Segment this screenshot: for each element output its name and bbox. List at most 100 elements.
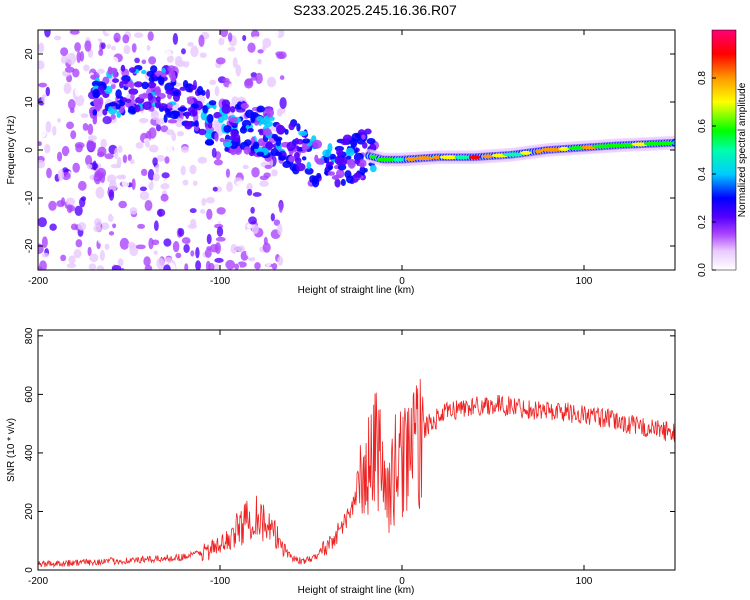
spectrogram-blob	[94, 218, 102, 228]
spectrogram-blob	[175, 118, 185, 128]
snr-series-line	[38, 378, 675, 569]
colorbar-tick-label: 0.6	[697, 119, 708, 133]
spectrogram-blob	[82, 123, 89, 131]
spectrogram-blob	[214, 85, 220, 97]
colorbar-tick-label: 0.2	[697, 215, 708, 229]
spectrogram-hotspot	[643, 141, 663, 146]
colorbar-tick-label: 0.8	[697, 71, 708, 85]
spectrogram-blob	[216, 226, 224, 237]
spectrogram-blob	[256, 116, 264, 122]
spectrogram-blob	[196, 168, 202, 174]
spectrogram-blob	[361, 134, 366, 140]
spectrogram-blob	[164, 156, 170, 164]
spectrogram-blob	[248, 216, 257, 225]
spectrogram-blob	[296, 123, 301, 132]
spectrogram-blob	[206, 208, 213, 220]
spectrogram-blob	[148, 56, 157, 65]
bottom-x-tick-label: -100	[210, 576, 230, 587]
top-x-tick-label: 100	[576, 276, 593, 287]
spectrogram-hotspot	[502, 152, 524, 157]
spectrogram-blob	[110, 83, 116, 90]
spectrogram-blob	[222, 77, 230, 83]
spectrogram-blob	[141, 69, 147, 75]
spectrogram-blob	[150, 65, 158, 73]
spectrogram-blob	[247, 188, 253, 196]
spectrogram-blob	[186, 97, 195, 105]
spectrogram-blob	[236, 180, 246, 187]
spectrogram-hotspot	[405, 157, 417, 161]
spectrogram-blob	[163, 147, 174, 155]
spectrogram-blob	[54, 35, 62, 41]
spectrogram-blob	[181, 237, 191, 244]
spectrogram-blobs	[38, 30, 675, 270]
spectrogram-blob	[214, 242, 222, 254]
spectrogram-blob	[103, 195, 111, 207]
spectrogram-blob	[60, 47, 69, 57]
spectrogram-blob	[270, 213, 275, 222]
spectrogram-blob	[41, 236, 48, 248]
spectrogram-hotspot	[535, 149, 542, 154]
spectrogram-blob	[135, 244, 146, 250]
spectrogram-blob	[118, 200, 128, 209]
spectrogram-blob	[94, 103, 103, 110]
spectrogram-blob	[144, 264, 153, 270]
spectrogram-blob	[214, 190, 222, 201]
spectrogram-blob	[84, 40, 92, 52]
spectrogram-blob	[202, 105, 208, 114]
spectrogram-blob	[301, 156, 307, 161]
spectrogram-blob	[213, 111, 222, 119]
spectrogram-blob	[80, 113, 89, 118]
spectrogram-blob	[160, 183, 170, 190]
spectrogram-blob	[128, 105, 136, 113]
spectrogram-blob	[160, 193, 169, 202]
spectrogram-blob	[209, 79, 217, 86]
top-x-axis-ticks: -200 -100 0 100	[28, 30, 593, 287]
spectrogram-blob	[156, 208, 166, 217]
spectrogram-blob	[315, 158, 325, 165]
spectrogram-blob	[63, 82, 72, 95]
spectrogram-blob	[77, 222, 87, 231]
spectrogram-blob	[155, 117, 166, 125]
spectrogram-blob	[128, 88, 139, 96]
spectrogram-blob	[95, 186, 105, 199]
spectrogram-blob	[38, 82, 48, 88]
spectrogram-blob	[166, 102, 173, 109]
spectrogram-blob	[128, 67, 136, 73]
spectrogram-blob	[216, 207, 226, 215]
spectrogram-blob	[257, 58, 262, 65]
spectrogram-blob	[64, 66, 75, 73]
spectrogram-hotspot	[520, 150, 532, 155]
spectrogram-blob	[230, 105, 236, 113]
spectrogram-hotspot	[540, 147, 563, 152]
spectrogram-blob	[46, 58, 55, 67]
bottom-x-axis-label: Height of straight line (km)	[298, 585, 415, 596]
spectrogram-blob	[72, 162, 80, 173]
spectrogram-blob	[327, 171, 336, 176]
spectrogram-blob	[147, 169, 155, 181]
spectrogram-blob	[133, 32, 144, 38]
spectrogram-blob	[73, 248, 82, 259]
spectrogram-blob	[157, 75, 165, 86]
spectrogram-blob	[105, 30, 113, 34]
spectrogram-blob	[139, 191, 150, 201]
spectrogram-blob	[86, 139, 97, 152]
spectrogram-blob	[99, 249, 105, 261]
spectrogram-blob	[108, 231, 115, 236]
spectrogram-blob	[340, 138, 349, 146]
spectrogram-blob	[327, 164, 334, 170]
spectrogram-blob	[243, 78, 254, 89]
spectrogram-blob	[60, 197, 66, 207]
spectrogram-blob	[258, 130, 264, 136]
spectrogram-blob	[306, 161, 312, 170]
spectrogram-blob	[277, 256, 284, 266]
spectrogram-blob	[93, 30, 98, 37]
spectrogram-blob	[123, 44, 131, 55]
spectrogram-blob	[52, 125, 57, 136]
spectrogram-blob	[66, 121, 74, 130]
spectrogram-blob	[92, 109, 98, 116]
spectrogram-blob	[107, 66, 113, 75]
spectrogram-blob	[198, 34, 205, 47]
spectrogram-blob	[147, 92, 153, 101]
spectrogram-blob	[246, 228, 252, 236]
spectrogram-blob	[75, 143, 83, 153]
